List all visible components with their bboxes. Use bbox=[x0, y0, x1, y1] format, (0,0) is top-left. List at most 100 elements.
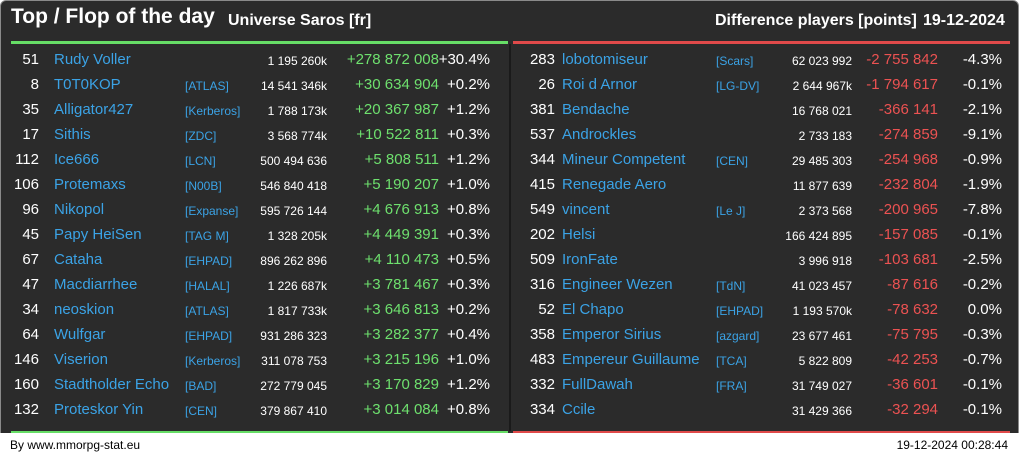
points-difference: -274 859 bbox=[878, 126, 938, 143]
player-name-link[interactable]: IronFate bbox=[562, 251, 618, 268]
player-points: 11 877 639 bbox=[792, 179, 852, 193]
player-name-link[interactable]: Macdiarrhee bbox=[54, 276, 138, 293]
flop-player-row: 344 Mineur Competent [CEN] 29 485 303 -254 9… bbox=[510, 148, 1010, 173]
flop-player-row: 483 Empereur Guillaume [TCA] 5 822 809 -42 2… bbox=[510, 348, 1010, 373]
player-name-link[interactable]: Bendache bbox=[562, 101, 630, 118]
player-name-link[interactable]: Viserion bbox=[54, 351, 108, 368]
top-divider-red bbox=[513, 41, 1010, 44]
player-points: 1 817 733k bbox=[267, 304, 327, 318]
player-rank: 26 bbox=[538, 76, 555, 93]
flop-player-row: 381 Bendache 16 768 021 -366 141 -2.1% bbox=[510, 98, 1010, 123]
percent-change: -9.1% bbox=[962, 126, 1002, 143]
points-difference: +3 282 377 bbox=[363, 326, 440, 343]
top-player-row: 112 Ice666 [LCN] 500 494 636 +5 808 511 +1.2% bbox=[1, 148, 501, 173]
alliance-tag-link[interactable]: [Scars] bbox=[716, 54, 754, 68]
player-rank: 146 bbox=[13, 351, 39, 368]
alliance-tag-link[interactable]: [TAG M] bbox=[185, 229, 229, 243]
alliance-tag-link[interactable]: [ATLAS] bbox=[185, 79, 229, 93]
alliance-tag-link[interactable]: [BAD] bbox=[185, 379, 217, 393]
player-name-link[interactable]: T0T0KOP bbox=[54, 76, 121, 93]
top-player-row: 96 Nikopol [Expanse] 595 726 144 +4 676 913 +… bbox=[1, 198, 501, 223]
percent-change: +1.0% bbox=[447, 351, 490, 368]
player-name-link[interactable]: Ccile bbox=[562, 401, 596, 418]
player-name-link[interactable]: FullDawah bbox=[562, 376, 633, 393]
player-rank: 132 bbox=[13, 401, 39, 418]
player-points: 3 996 918 bbox=[798, 254, 852, 268]
player-name-link[interactable]: Stadtholder Echo bbox=[54, 376, 170, 393]
player-name-link[interactable]: Alligator427 bbox=[54, 101, 134, 118]
percent-change: -0.9% bbox=[962, 151, 1002, 168]
player-name-link[interactable]: vincent bbox=[562, 201, 610, 218]
alliance-tag-link[interactable]: [LCN] bbox=[185, 154, 216, 168]
player-name-link[interactable]: Cataha bbox=[54, 251, 103, 268]
top-player-row: 106 Protemaxs [N00B] 546 840 418 +5 190 207 +… bbox=[1, 173, 501, 198]
player-name-link[interactable]: Proteskor Yin bbox=[54, 401, 144, 418]
points-difference: +10 522 811 bbox=[356, 126, 439, 143]
player-name-link[interactable]: Roi d Arnor bbox=[562, 76, 638, 93]
alliance-tag-link[interactable]: [azgard] bbox=[716, 329, 760, 343]
player-name-link[interactable]: Nikopol bbox=[54, 201, 105, 218]
page-title: Top / Flop of the day bbox=[11, 5, 215, 28]
player-points: 1 226 687k bbox=[267, 279, 327, 293]
alliance-tag-link[interactable]: [EHPAD] bbox=[185, 329, 233, 343]
top-player-row: 35 Alligator427 [Kerberos] 1 788 173k +20 36… bbox=[1, 98, 501, 123]
points-difference: -32 294 bbox=[887, 401, 938, 418]
player-rank: 47 bbox=[22, 276, 39, 293]
player-name-link[interactable]: El Chapo bbox=[562, 301, 624, 318]
player-points: 1 195 260k bbox=[267, 54, 327, 68]
alliance-tag-link[interactable]: [EHPAD] bbox=[716, 304, 764, 318]
points-difference: +3 170 829 bbox=[363, 376, 440, 393]
top-player-row: 45 Papy HeiSen [TAG M] 1 328 205k +4 449 391… bbox=[1, 223, 501, 248]
player-points: 546 840 418 bbox=[260, 179, 327, 193]
alliance-tag-link[interactable]: [Kerberos] bbox=[185, 104, 241, 118]
flop-player-row: 26 Roi d Arnor [LG-DV] 2 644 967k -1 794 617… bbox=[510, 73, 1010, 98]
alliance-tag-link[interactable]: [Kerberos] bbox=[185, 354, 241, 368]
alliance-tag-link[interactable]: [LG-DV] bbox=[716, 79, 760, 93]
alliance-tag-link[interactable]: [N00B] bbox=[185, 179, 222, 193]
player-name-link[interactable]: Protemaxs bbox=[54, 176, 126, 193]
percent-change: +0.3% bbox=[447, 126, 490, 143]
player-points: 1 328 205k bbox=[267, 229, 327, 243]
percent-change: +0.4% bbox=[447, 326, 490, 343]
alliance-tag-link[interactable]: [CEN] bbox=[185, 404, 218, 418]
player-name-link[interactable]: neoskion bbox=[54, 301, 115, 318]
player-name-link[interactable]: Renegade Aero bbox=[562, 176, 667, 193]
points-difference: -254 968 bbox=[878, 151, 938, 168]
alliance-tag-link[interactable]: [ZDC] bbox=[185, 129, 217, 143]
date-label: 19-12-2024 bbox=[923, 12, 1005, 29]
alliance-tag-link[interactable]: [EHPAD] bbox=[185, 254, 233, 268]
flop-player-row: 52 El Chapo [EHPAD] 1 193 570k -78 632 0.0% bbox=[510, 298, 1010, 323]
alliance-tag-link[interactable]: [Le J] bbox=[716, 204, 746, 218]
percent-change: -0.1% bbox=[962, 376, 1002, 393]
player-name-link[interactable]: Mineur Competent bbox=[562, 151, 686, 168]
alliance-tag-link[interactable]: [FRA] bbox=[716, 379, 747, 393]
flop-players-list: 283 lobotomiseur [Scars] 62 023 992 -2 755 8… bbox=[510, 48, 1010, 423]
alliance-tag-link[interactable]: [TCA] bbox=[716, 354, 747, 368]
percent-change: -4.3% bbox=[962, 51, 1002, 68]
alliance-tag-link[interactable]: [TdN] bbox=[716, 279, 746, 293]
player-name-link[interactable]: Ice666 bbox=[54, 151, 100, 168]
player-name-link[interactable]: Emperor Sirius bbox=[562, 326, 662, 343]
alliance-tag-link[interactable]: [Expanse] bbox=[185, 204, 239, 218]
player-name-link[interactable]: lobotomiseur bbox=[562, 51, 648, 68]
player-rank: 51 bbox=[22, 51, 39, 68]
player-name-link[interactable]: Rudy Voller bbox=[54, 51, 131, 68]
player-name-link[interactable]: Sithis bbox=[54, 126, 91, 143]
alliance-tag-link[interactable]: [CEN] bbox=[716, 154, 749, 168]
player-name-link[interactable]: Helsi bbox=[562, 226, 596, 243]
points-difference: +3 646 813 bbox=[363, 301, 440, 318]
alliance-tag-link[interactable]: [ATLAS] bbox=[185, 304, 229, 318]
player-name-link[interactable]: Empereur Guillaume bbox=[562, 351, 700, 368]
flop-player-row: 358 Emperor Sirius [azgard] 23 677 461 -75 7… bbox=[510, 323, 1010, 348]
player-name-link[interactable]: Wulfgar bbox=[54, 326, 106, 343]
percent-change: +30.4% bbox=[438, 51, 490, 68]
player-name-link[interactable]: Androckles bbox=[562, 126, 637, 143]
player-rank: 112 bbox=[15, 151, 39, 168]
player-name-link[interactable]: Engineer Wezen bbox=[562, 276, 673, 293]
player-rank: 17 bbox=[22, 126, 39, 143]
player-points: 311 078 753 bbox=[261, 354, 327, 368]
player-name-link[interactable]: Papy HeiSen bbox=[54, 226, 142, 243]
percent-change: -0.1% bbox=[962, 401, 1002, 418]
alliance-tag-link[interactable]: [HALAL] bbox=[185, 279, 230, 293]
player-points: 2 373 568 bbox=[798, 204, 852, 218]
